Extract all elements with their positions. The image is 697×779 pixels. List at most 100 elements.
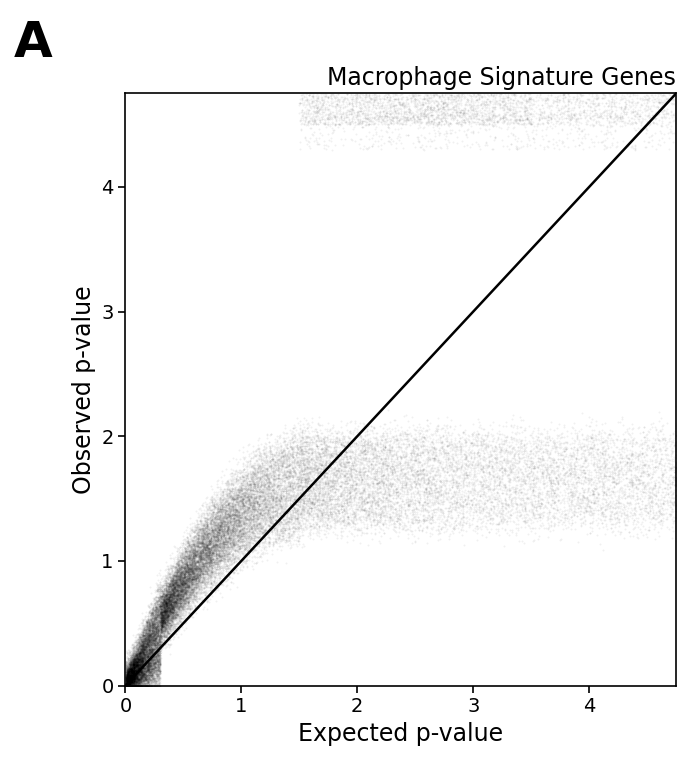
- Point: [446, 474, 457, 487]
- Point: [149, 632, 160, 644]
- Point: [131, 679, 142, 692]
- Point: [662, 436, 673, 449]
- Point: [137, 679, 148, 692]
- Point: [194, 554, 205, 566]
- Point: [383, 135, 394, 147]
- Point: [201, 520, 213, 532]
- Point: [404, 112, 415, 125]
- Point: [458, 538, 469, 551]
- Point: [171, 597, 182, 610]
- Point: [181, 575, 192, 587]
- Point: [197, 558, 208, 570]
- Point: [645, 495, 656, 508]
- Point: [455, 461, 466, 474]
- Point: [136, 656, 147, 668]
- Point: [157, 581, 168, 594]
- Point: [375, 430, 386, 442]
- Point: [167, 615, 178, 628]
- Point: [211, 527, 222, 540]
- Point: [316, 445, 327, 457]
- Point: [136, 651, 147, 664]
- Point: [130, 665, 141, 678]
- Point: [178, 580, 189, 592]
- Point: [256, 486, 267, 499]
- Point: [159, 589, 170, 601]
- Point: [197, 530, 208, 542]
- Point: [167, 560, 178, 573]
- Point: [221, 516, 232, 528]
- Point: [201, 587, 213, 599]
- Point: [148, 622, 159, 634]
- Point: [273, 464, 284, 476]
- Point: [365, 515, 376, 527]
- Point: [292, 524, 303, 537]
- Point: [144, 649, 155, 661]
- Point: [188, 578, 199, 590]
- Point: [125, 675, 137, 687]
- Point: [401, 447, 412, 460]
- Point: [472, 102, 483, 115]
- Point: [638, 477, 649, 489]
- Point: [466, 477, 477, 489]
- Point: [390, 506, 401, 518]
- Point: [301, 505, 312, 517]
- Point: [121, 679, 132, 692]
- Point: [154, 634, 165, 647]
- Point: [620, 433, 631, 446]
- Point: [144, 622, 155, 634]
- Point: [125, 665, 137, 678]
- Point: [269, 517, 280, 530]
- Point: [190, 564, 201, 576]
- Point: [236, 477, 247, 489]
- Point: [349, 453, 360, 466]
- Point: [188, 545, 199, 558]
- Point: [196, 583, 207, 596]
- Point: [346, 98, 358, 111]
- Point: [186, 566, 197, 579]
- Point: [256, 514, 267, 527]
- Point: [135, 648, 146, 661]
- Point: [150, 621, 161, 633]
- Point: [160, 599, 171, 612]
- Point: [422, 115, 434, 127]
- Point: [165, 612, 176, 624]
- Point: [658, 475, 669, 488]
- Point: [123, 679, 134, 692]
- Point: [168, 585, 179, 597]
- Point: [342, 516, 353, 529]
- Point: [146, 653, 157, 665]
- Point: [162, 600, 174, 612]
- Point: [174, 572, 185, 584]
- Point: [140, 669, 151, 682]
- Point: [140, 641, 151, 654]
- Point: [518, 446, 529, 459]
- Point: [671, 440, 682, 453]
- Point: [128, 649, 139, 661]
- Point: [160, 601, 171, 613]
- Point: [330, 474, 341, 487]
- Point: [421, 88, 432, 100]
- Point: [383, 449, 395, 462]
- Point: [259, 453, 270, 466]
- Point: [228, 536, 239, 548]
- Point: [132, 670, 144, 682]
- Point: [160, 596, 171, 608]
- Point: [187, 560, 198, 573]
- Point: [209, 502, 220, 514]
- Point: [521, 458, 532, 471]
- Point: [178, 573, 189, 585]
- Point: [162, 593, 173, 605]
- Point: [167, 605, 178, 618]
- Point: [168, 578, 179, 590]
- Point: [627, 474, 638, 486]
- Point: [174, 579, 185, 591]
- Point: [510, 492, 521, 505]
- Point: [155, 623, 167, 636]
- Point: [346, 108, 358, 120]
- Point: [169, 570, 181, 583]
- Point: [144, 658, 155, 671]
- Point: [133, 648, 144, 661]
- Point: [451, 486, 462, 499]
- Point: [190, 555, 201, 568]
- Point: [418, 495, 429, 508]
